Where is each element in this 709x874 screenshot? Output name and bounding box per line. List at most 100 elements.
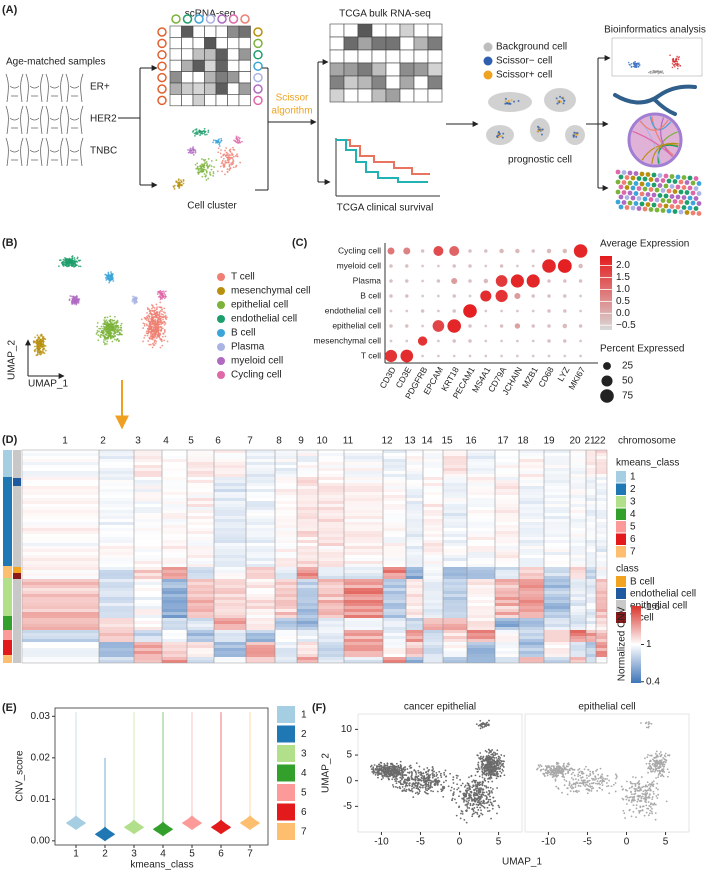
cluster-dot (116, 333, 119, 336)
heatmap-cell (383, 642, 406, 645)
heatmap-cell (443, 615, 467, 618)
heatmap-cell (423, 624, 443, 627)
heatmap-cell (99, 594, 134, 597)
cluster-dot (102, 325, 105, 328)
heatmap-cell (467, 546, 495, 549)
cluster-dot (109, 335, 112, 338)
matrix-cell (329, 23, 345, 38)
heatmap-cell (423, 627, 443, 630)
umap-point (453, 791, 455, 794)
cluster-dot (635, 63, 637, 65)
umap-point (491, 807, 494, 810)
umap-point (416, 791, 419, 794)
heatmap-cell (519, 495, 544, 498)
algorithm-label: Scissor (276, 93, 309, 104)
heatmap-cell (586, 474, 596, 477)
umap-point (384, 765, 387, 767)
heatmap-cell (495, 660, 519, 663)
heatmap-cell (383, 546, 406, 549)
umap-point (440, 783, 443, 786)
heatmap-cell (344, 456, 383, 459)
cluster-dot (190, 150, 192, 152)
heatmap-cell (344, 636, 383, 639)
heatmap-cell (443, 516, 467, 519)
cluster-dot (228, 169, 231, 172)
heatmap-cell (214, 573, 246, 576)
heatmap-cell (383, 450, 406, 453)
cell-icon (253, 61, 263, 71)
chromosome-label: 8 (276, 436, 282, 447)
heatmap-cell (22, 549, 99, 552)
heatmap-cell (406, 642, 423, 645)
cluster-dot (73, 301, 75, 304)
umap-point (463, 819, 466, 821)
cluster-dot (149, 310, 152, 312)
matrix-cell (371, 49, 387, 64)
cluster-dot (150, 322, 152, 325)
heatmap-cell (246, 471, 275, 474)
heatmap-cell (162, 660, 187, 663)
cluster-dot (506, 101, 509, 104)
heatmap-cell (22, 570, 99, 573)
cluster-dot (208, 164, 211, 166)
heatmap-cell (406, 492, 423, 495)
heatmap-cell (423, 498, 443, 501)
spot (651, 172, 657, 178)
heatmap-cell (406, 537, 423, 540)
matrix-cell (192, 94, 205, 107)
heatmap-cell (99, 453, 134, 456)
spot (690, 190, 696, 196)
heatmap-cell (519, 594, 544, 597)
cluster-dot (146, 307, 149, 309)
heatmap-cell (570, 591, 586, 594)
matrix-cell (343, 75, 359, 90)
heatmap-cell (297, 474, 318, 477)
heatmap-cell (134, 561, 162, 564)
umap-point (500, 764, 503, 766)
heatmap-cell (344, 555, 383, 558)
heatmap-cell (544, 525, 570, 528)
heatmap-cell (187, 564, 214, 567)
heatmap-cell (586, 468, 596, 471)
cluster-dot (636, 62, 639, 65)
heatmap-cell (519, 540, 544, 543)
cluster-dot (241, 140, 243, 143)
dot (516, 339, 519, 343)
heatmap-cell (187, 585, 214, 588)
heatmap-cell (162, 501, 187, 504)
heatmap-cell (544, 651, 570, 654)
heatmap-cell (246, 618, 275, 621)
heatmap-cell (134, 615, 162, 618)
matrix-cell (215, 25, 228, 38)
cluster-dot (202, 170, 205, 173)
heatmap-cell (214, 459, 246, 462)
heatmap-cell (318, 552, 344, 555)
heatmap-cell (214, 489, 246, 492)
heatmap-cell (467, 462, 495, 465)
heatmap-cell (134, 534, 162, 537)
heatmap-cell (544, 456, 570, 459)
heatmap-cell (586, 477, 596, 480)
heatmap-cell (162, 531, 187, 534)
matrix-cell (169, 94, 182, 107)
spot (678, 199, 684, 205)
cluster-dot (230, 154, 232, 156)
spot (645, 202, 651, 207)
cluster-dot (135, 300, 138, 303)
umap-point (369, 765, 372, 768)
cluster-dot (151, 330, 154, 333)
heatmap-cell (519, 465, 544, 468)
heatmap-cell (443, 546, 467, 549)
spot (696, 211, 702, 216)
heatmap-cell (275, 657, 297, 660)
heatmap-cell (544, 582, 570, 585)
heatmap-cell (406, 504, 423, 507)
dot (452, 354, 456, 358)
heatmap-cell (596, 510, 607, 513)
spot (687, 195, 693, 201)
legend-label: 2 (630, 484, 636, 495)
cluster-dot (161, 294, 163, 297)
cluster-dot (572, 134, 575, 137)
heatmap-cell (187, 462, 214, 465)
cluster-dot (111, 321, 113, 323)
